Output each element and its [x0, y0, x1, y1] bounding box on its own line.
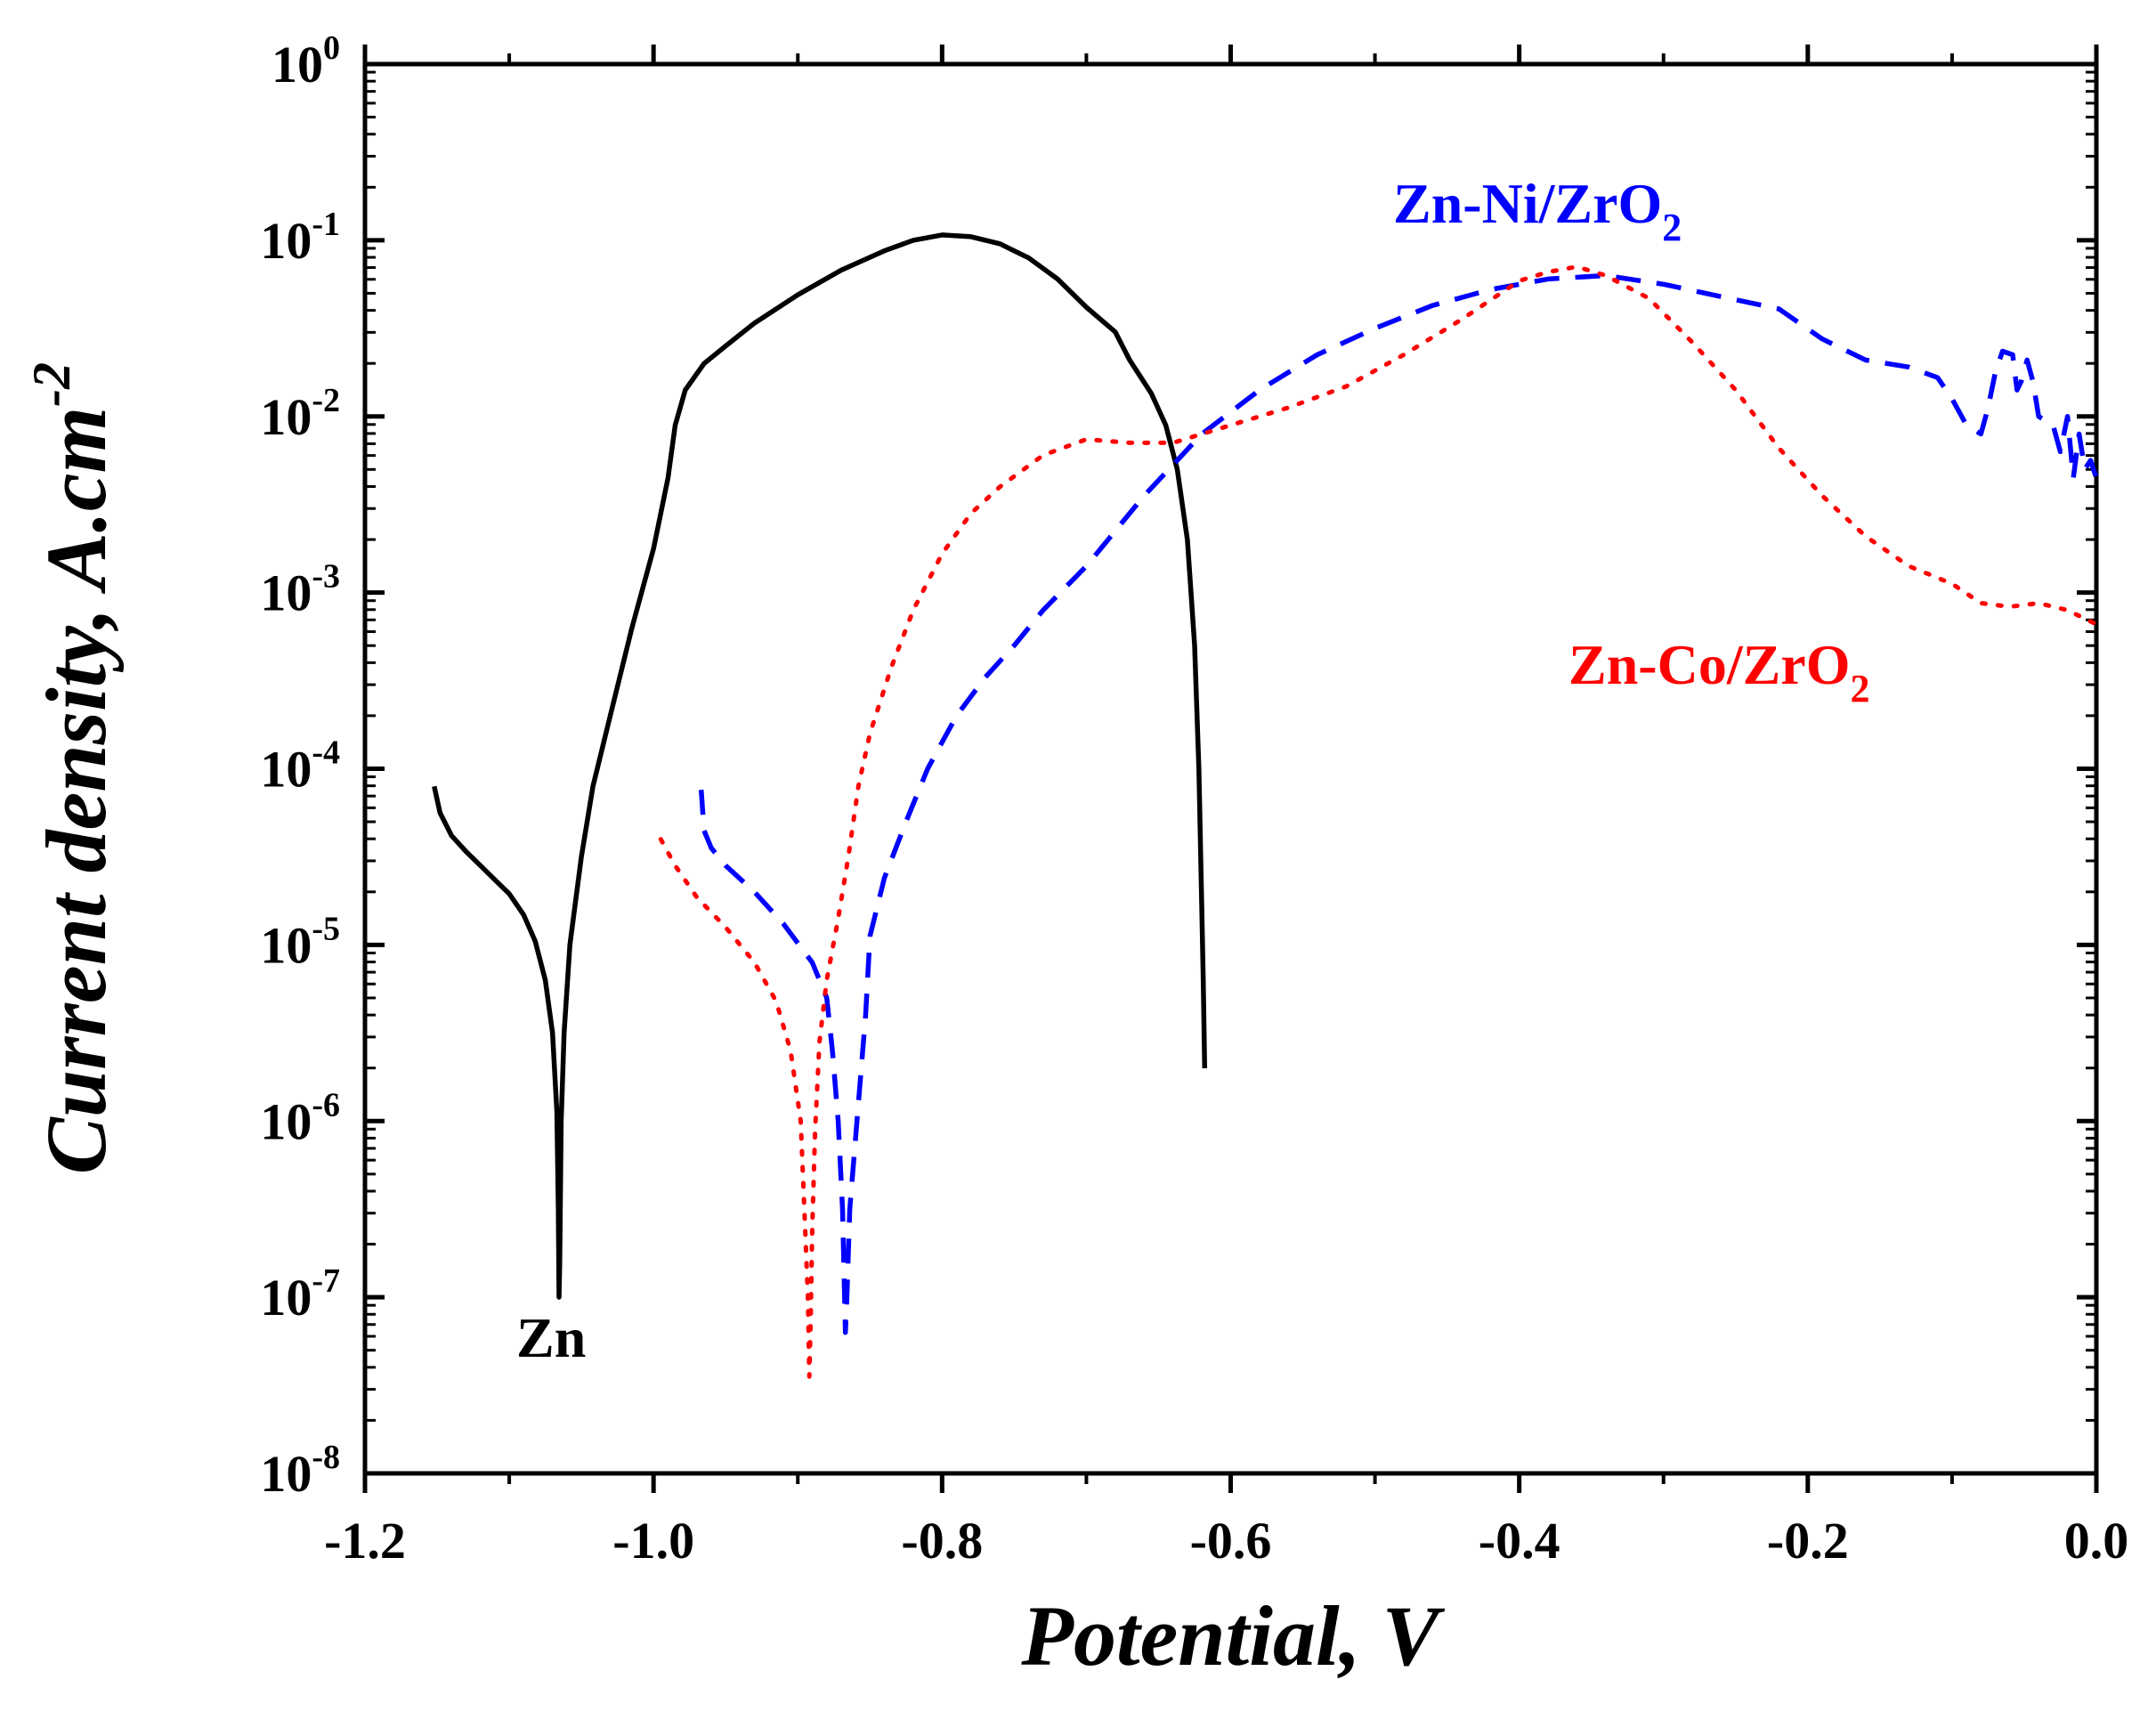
x-tick-label: -1.0 — [612, 1512, 694, 1570]
y-tick-label-exponent: -7 — [312, 1262, 340, 1300]
label-zn-ni-zro2-sub: 2 — [1662, 206, 1682, 249]
y-tick-label-base: 10 — [260, 388, 312, 446]
y-tick-label-base: 10 — [272, 36, 323, 93]
y-tick-label-exponent: -2 — [312, 382, 340, 419]
y-tick-label: 10-7 — [260, 1262, 340, 1326]
x-tick-label: -0.8 — [901, 1512, 983, 1570]
y-tick-label: 10-4 — [260, 734, 340, 799]
label-zn-ni-zro2-text: Zn-Ni/ZrO — [1393, 172, 1662, 235]
label-zn: Zn — [516, 1306, 586, 1369]
y-tick-label-exponent: -3 — [312, 558, 340, 596]
y-tick-label-base: 10 — [260, 212, 312, 270]
y-tick-label-exponent: -6 — [312, 1086, 340, 1124]
axis-tick-labels: -1.2 -1.0 -0.8 -0.6 -0.4 -0.2 0.010010-110-210… — [260, 29, 2128, 1570]
y-tick-label-base: 10 — [260, 1092, 312, 1150]
x-tick-label: -0.2 — [1767, 1512, 1849, 1570]
y-tick-label-exponent: -8 — [312, 1439, 340, 1476]
y-tick-label-base: 10 — [260, 741, 312, 799]
y-axis-title: Current density, A.cm-2 — [22, 362, 124, 1174]
y-tick-label-exponent: -5 — [312, 910, 340, 947]
y-tick-label: 10-5 — [260, 910, 340, 974]
y-tick-label-exponent: 0 — [323, 29, 340, 67]
y-tick-label-base: 10 — [260, 1269, 312, 1326]
y-tick-label-base: 10 — [260, 916, 312, 974]
x-tick-label: 0.0 — [2064, 1512, 2129, 1570]
series-lines — [432, 232, 2099, 1379]
label-zn-co-zro2-sub: 2 — [1850, 667, 1869, 710]
y-tick-label-base: 10 — [260, 564, 312, 622]
y-axis-title-text: Current density, A.cm — [28, 407, 124, 1174]
y-tick-label: 10-2 — [260, 382, 340, 446]
label-zn-ni-zro2: Zn-Ni/ZrO2 — [1393, 172, 1682, 249]
label-zn-co-zro2: Zn-Co/ZrO2 — [1568, 633, 1869, 710]
x-tick-label: -1.2 — [324, 1512, 406, 1570]
y-tick-label-exponent: -1 — [312, 206, 340, 243]
x-tick-label: -0.6 — [1190, 1512, 1272, 1570]
y-tick-label: 10-8 — [260, 1439, 340, 1503]
y-tick-label: 10-3 — [260, 558, 340, 622]
y-tick-label: 100 — [272, 29, 340, 93]
y-axis-title-exponent: -2 — [22, 362, 81, 407]
x-tick-label: -0.4 — [1479, 1512, 1560, 1570]
series-line-zn-co-zro2 — [658, 264, 2099, 1379]
y-tick-label: 10-6 — [260, 1086, 340, 1150]
axis-ticks — [362, 45, 2099, 1493]
y-tick-label-base: 10 — [260, 1445, 312, 1503]
x-axis-title: Potential, V — [1020, 1588, 1445, 1683]
series-line-zn — [432, 232, 1208, 1300]
y-tick-label: 10-1 — [260, 206, 340, 270]
series-line-zn-ni-zro2 — [698, 272, 2099, 1335]
label-zn-co-zro2-text: Zn-Co/ZrO — [1568, 633, 1850, 696]
plot-frame — [362, 61, 2099, 1476]
y-tick-label-exponent: -4 — [312, 734, 340, 772]
